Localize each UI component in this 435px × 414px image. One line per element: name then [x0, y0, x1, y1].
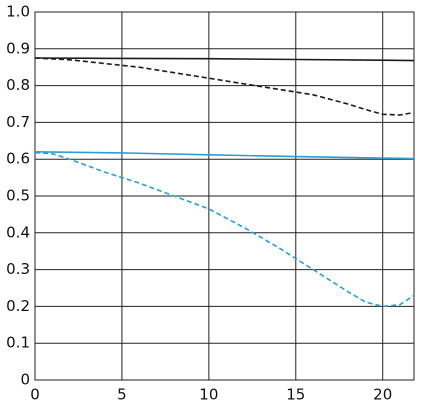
y-tick-label: 0.3 [6, 260, 30, 278]
y-tick-label: 0.6 [6, 150, 30, 168]
y-tick-label: 0 [20, 371, 30, 389]
y-tick-label: 0.9 [6, 39, 30, 57]
y-tick-label: 0.1 [6, 334, 30, 352]
series-line [34, 57, 415, 116]
x-tick-label: 20 [373, 386, 392, 404]
y-tick-label: 0.2 [6, 297, 30, 315]
y-tick-label: 0.7 [6, 113, 30, 131]
y-tick-label: 0.8 [6, 76, 30, 94]
x-tick-label: 10 [199, 386, 218, 404]
x-tick-label: 0 [30, 386, 40, 404]
series-line [34, 151, 415, 160]
x-tick-label: 5 [117, 386, 127, 404]
series-line [34, 57, 415, 62]
x-tick-label: 15 [286, 386, 305, 404]
plot-frame [34, 11, 415, 381]
series-line [34, 151, 415, 308]
y-tick-label: 1.0 [6, 3, 30, 21]
y-tick-label: 0.4 [6, 223, 30, 241]
y-tick-label: 0.5 [6, 187, 30, 205]
